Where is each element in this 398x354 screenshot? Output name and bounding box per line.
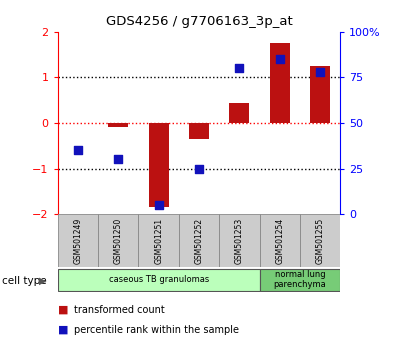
Text: GSM501255: GSM501255	[316, 218, 325, 264]
Bar	[229, 103, 250, 123]
Bar	[270, 43, 290, 123]
Bar	[259, 268, 340, 291]
Bar	[108, 123, 129, 127]
Text: ■: ■	[58, 305, 68, 315]
Bar	[310, 66, 330, 123]
Point	[277, 56, 283, 62]
Text: percentile rank within the sample: percentile rank within the sample	[74, 325, 239, 335]
Text: normal lung
parenchyma: normal lung parenchyma	[273, 270, 326, 289]
Bar	[300, 214, 340, 267]
Point	[115, 156, 121, 162]
Bar	[148, 123, 169, 207]
Text: GSM501254: GSM501254	[275, 218, 284, 264]
Bar	[58, 268, 259, 291]
Text: ▶: ▶	[39, 276, 47, 286]
Text: GSM501249: GSM501249	[73, 218, 82, 264]
Point	[75, 148, 81, 153]
Bar	[259, 214, 300, 267]
Text: GSM501251: GSM501251	[154, 218, 163, 264]
Bar	[98, 214, 139, 267]
Bar	[219, 214, 259, 267]
Text: GSM501250: GSM501250	[114, 218, 123, 264]
Point	[196, 166, 202, 171]
Text: GSM501253: GSM501253	[235, 218, 244, 264]
Title: GDS4256 / g7706163_3p_at: GDS4256 / g7706163_3p_at	[105, 15, 293, 28]
Text: GSM501252: GSM501252	[195, 218, 203, 264]
Text: ■: ■	[58, 325, 68, 335]
Bar	[189, 123, 209, 139]
Point	[236, 65, 242, 71]
Point	[156, 202, 162, 208]
Point	[317, 69, 323, 75]
Bar	[139, 214, 179, 267]
Bar	[179, 214, 219, 267]
Text: transformed count: transformed count	[74, 305, 164, 315]
Text: caseous TB granulomas: caseous TB granulomas	[109, 275, 209, 284]
Text: cell type: cell type	[2, 276, 47, 286]
Bar	[58, 214, 98, 267]
